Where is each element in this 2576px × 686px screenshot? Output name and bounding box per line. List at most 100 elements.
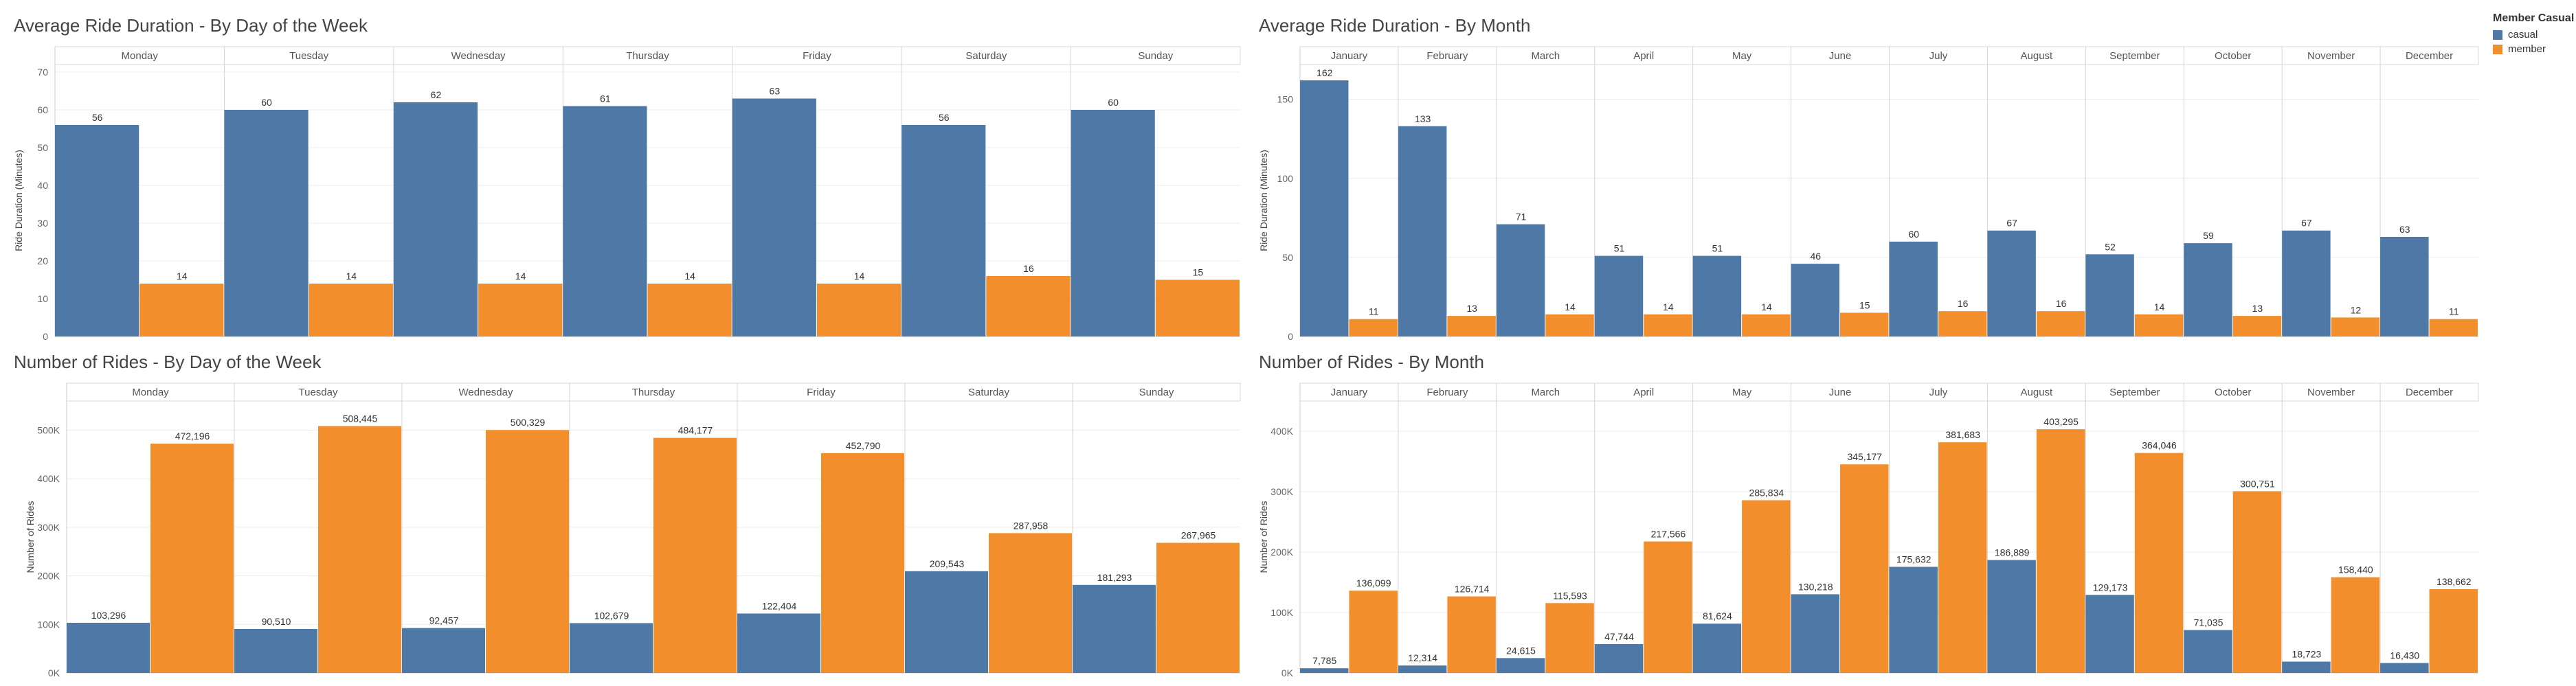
bar-casual[interactable]: [402, 628, 485, 673]
bar-casual[interactable]: [1692, 624, 1742, 673]
bar-member[interactable]: [816, 284, 901, 336]
category-label: April: [1633, 387, 1654, 398]
bar-casual[interactable]: [901, 125, 986, 336]
bar-member[interactable]: [1156, 542, 1240, 673]
bar-member[interactable]: [1644, 314, 1692, 336]
data-label: 51: [1712, 243, 1723, 254]
bar-member[interactable]: [2036, 311, 2085, 336]
bar-member[interactable]: [478, 284, 563, 336]
bar-member[interactable]: [986, 276, 1071, 336]
category-label: Wednesday: [451, 50, 506, 62]
bar-casual[interactable]: [2282, 230, 2331, 336]
bar-member[interactable]: [1840, 464, 1889, 673]
y-tick-label: 500K: [37, 424, 60, 435]
bar-casual[interactable]: [1073, 584, 1156, 673]
category-label: July: [1929, 387, 1948, 398]
bar-casual[interactable]: [1398, 126, 1447, 336]
bar-casual[interactable]: [2184, 243, 2232, 336]
bar-casual[interactable]: [67, 622, 150, 673]
bar-member[interactable]: [1742, 500, 1791, 673]
bar-casual[interactable]: [2282, 661, 2331, 673]
bar-casual[interactable]: [1496, 658, 1545, 673]
data-label: 16: [2056, 298, 2067, 309]
bar-casual[interactable]: [2085, 254, 2134, 336]
data-label: 71,035: [2194, 617, 2224, 628]
bar-member[interactable]: [2429, 319, 2478, 336]
bar-casual[interactable]: [1791, 264, 1840, 336]
data-label: 508,445: [343, 413, 378, 424]
data-label: 12: [2351, 304, 2362, 315]
bar-member[interactable]: [1447, 596, 1496, 673]
bar-member[interactable]: [1349, 319, 1398, 336]
bar-member[interactable]: [2036, 429, 2085, 673]
bar-casual[interactable]: [2085, 595, 2134, 673]
bar-member[interactable]: [1938, 442, 1987, 673]
bar-casual[interactable]: [905, 571, 988, 673]
bar-member[interactable]: [2134, 314, 2184, 336]
data-label: 14: [515, 271, 526, 282]
bar-member[interactable]: [989, 533, 1072, 673]
data-label: 126,714: [1455, 583, 1490, 594]
bar-member[interactable]: [2331, 317, 2380, 336]
data-label: 56: [92, 112, 103, 123]
bar-member[interactable]: [1938, 311, 1987, 336]
bar-casual[interactable]: [1594, 643, 1644, 673]
bar-casual[interactable]: [224, 110, 309, 336]
bar-casual[interactable]: [1071, 110, 1155, 336]
bar-casual[interactable]: [1987, 560, 2036, 673]
bar-member[interactable]: [647, 284, 732, 336]
bar-casual[interactable]: [1889, 567, 1938, 673]
legend: Member Casual casual member: [2493, 12, 2574, 55]
bar-casual[interactable]: [570, 623, 653, 673]
bar-member[interactable]: [1644, 541, 1692, 673]
bar-member[interactable]: [150, 444, 234, 673]
bar-casual[interactable]: [393, 102, 478, 336]
bar-casual[interactable]: [1496, 224, 1545, 336]
y-axis-label: Ride Duration (Minutes): [13, 150, 24, 251]
data-label: 500,329: [511, 417, 546, 428]
bar-casual[interactable]: [1987, 230, 2036, 336]
bar-member[interactable]: [1545, 603, 1594, 673]
bar-member[interactable]: [1447, 316, 1496, 336]
bar-casual[interactable]: [1791, 594, 1840, 673]
bar-member[interactable]: [309, 284, 393, 336]
bar-casual[interactable]: [2380, 663, 2429, 673]
data-label: 46: [1811, 251, 1822, 262]
bar-casual[interactable]: [563, 106, 647, 337]
bar-member[interactable]: [1840, 312, 1889, 336]
legend-item-member[interactable]: member: [2493, 43, 2574, 55]
bar-casual[interactable]: [1300, 668, 1349, 673]
bar-casual[interactable]: [55, 125, 139, 336]
category-label: May: [1732, 50, 1752, 62]
bar-member[interactable]: [1742, 314, 1791, 336]
bar-member[interactable]: [2232, 491, 2282, 673]
bar-member[interactable]: [486, 430, 569, 673]
bar-casual[interactable]: [1889, 241, 1938, 336]
bar-member[interactable]: [1155, 279, 1240, 337]
bar-casual[interactable]: [737, 613, 820, 673]
data-label: 67: [2006, 218, 2017, 229]
bar-casual[interactable]: [732, 98, 816, 337]
bar-member[interactable]: [1349, 591, 1398, 673]
legend-item-casual[interactable]: casual: [2493, 29, 2574, 41]
bar-member[interactable]: [821, 453, 904, 673]
bar-member[interactable]: [1545, 314, 1594, 336]
bar-casual[interactable]: [1692, 255, 1742, 336]
category-label: November: [2307, 50, 2355, 62]
bar-member[interactable]: [318, 426, 401, 673]
bar-member[interactable]: [2232, 316, 2282, 336]
data-label: 59: [2203, 230, 2214, 241]
bar-casual[interactable]: [1398, 665, 1447, 673]
bar-casual[interactable]: [1594, 255, 1644, 336]
bar-member[interactable]: [653, 437, 737, 673]
bar-member[interactable]: [2429, 588, 2478, 673]
bar-casual[interactable]: [234, 628, 317, 673]
bar-casual[interactable]: [2184, 630, 2232, 673]
bar-member[interactable]: [2134, 453, 2184, 673]
bar-member[interactable]: [2331, 577, 2380, 673]
bar-casual[interactable]: [1300, 80, 1349, 336]
bar-member[interactable]: [139, 284, 224, 336]
bar-casual[interactable]: [2380, 236, 2429, 336]
category-label: Sunday: [1138, 50, 1173, 62]
data-label: 67: [2301, 218, 2312, 229]
